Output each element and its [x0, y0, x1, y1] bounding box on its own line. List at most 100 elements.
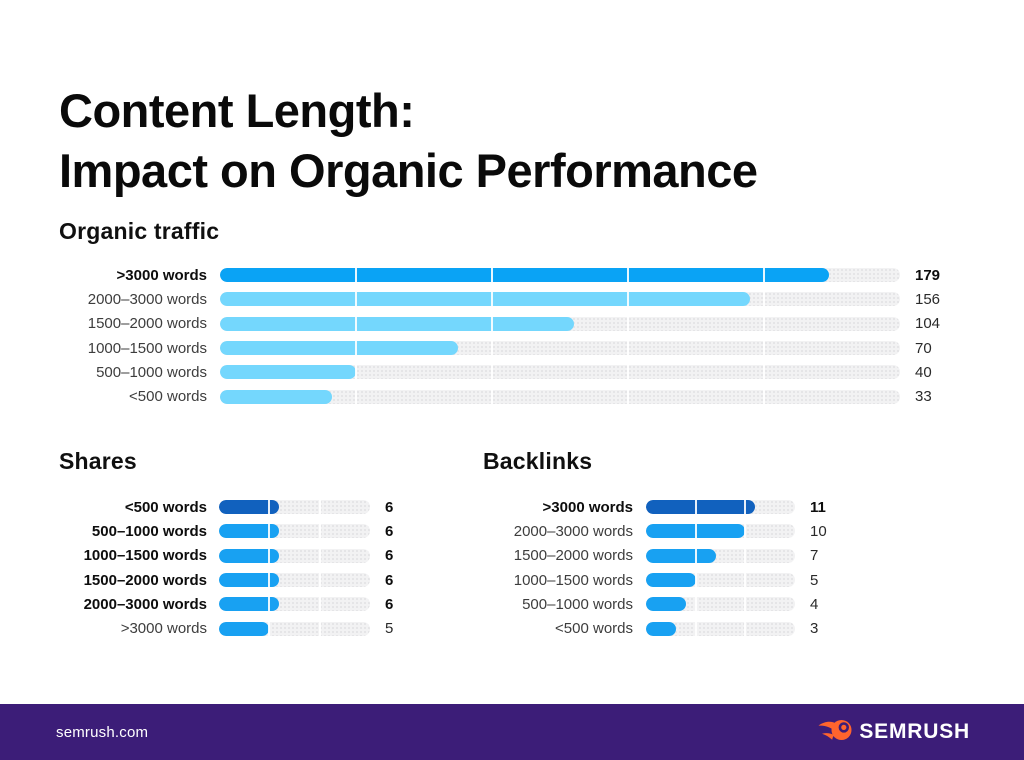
bar-value: 70 — [915, 339, 932, 357]
bar-row: >3000 words 5 — [0, 616, 426, 640]
bar-value: 4 — [810, 595, 819, 613]
bar-value: 6 — [385, 547, 394, 565]
bar-value: 40 — [915, 363, 932, 381]
segment-divider — [491, 365, 493, 380]
bar-category-label: 500–1000 words — [91, 522, 207, 540]
segment-divider — [355, 365, 357, 380]
bar-value: 6 — [385, 498, 394, 516]
bar-row: 500–1000 words 6 — [0, 519, 426, 543]
bar-track — [220, 316, 900, 331]
segment-divider — [627, 341, 629, 356]
bar-category-label: 1500–2000 words — [87, 315, 207, 333]
bar-fill — [646, 548, 716, 563]
bar-track — [646, 500, 795, 515]
bar-value: 6 — [385, 571, 394, 589]
segment-divider — [694, 621, 697, 636]
segment-divider — [491, 268, 493, 283]
segment-divider — [763, 268, 765, 283]
segment-divider — [694, 548, 697, 563]
chart-rows: >3000 words 179 2000–3000 words 156 1500–200… — [0, 263, 1024, 409]
segment-divider — [763, 389, 765, 404]
segment-divider — [627, 389, 629, 404]
bar-row: 2000–3000 words 156 — [0, 287, 1024, 311]
backlinks-chart: Backlinks >3000 words 11 2000–3000 words 10… — [426, 448, 1024, 637]
bar-fill — [220, 365, 356, 380]
segment-divider — [268, 597, 271, 612]
segment-divider — [694, 524, 697, 539]
bar-category-label: >3000 words — [120, 620, 207, 638]
bar-row: >3000 words 179 — [0, 263, 1024, 287]
segment-divider — [268, 621, 271, 636]
bar-row: 1000–1500 words 70 — [0, 336, 1024, 360]
bar-track — [220, 292, 900, 307]
bar-fill — [219, 621, 270, 636]
organic-traffic-chart: Organic traffic >3000 words 179 2000–3000 … — [0, 218, 1024, 405]
segment-divider — [318, 524, 321, 539]
bar-row: <500 words 6 — [0, 495, 426, 519]
bar-category-label: 1000–1500 words — [83, 547, 207, 565]
bar-fill — [219, 524, 280, 539]
semrush-brand-text: SEMRUSH — [859, 720, 970, 743]
bar-track — [219, 621, 370, 636]
segment-divider — [491, 341, 493, 356]
bar-value: 10 — [810, 522, 827, 540]
bar-value: 5 — [810, 571, 819, 589]
segment-divider — [627, 292, 629, 307]
segment-divider — [763, 365, 765, 380]
segment-divider — [744, 597, 747, 612]
bar-category-label: 1500–2000 words — [83, 571, 207, 589]
segment-divider — [763, 341, 765, 356]
bar-value: 6 — [385, 595, 394, 613]
segment-divider — [627, 365, 629, 380]
segment-divider — [355, 389, 357, 404]
segment-divider — [268, 548, 271, 563]
segment-divider — [694, 597, 697, 612]
bar-track — [646, 548, 795, 563]
segment-divider — [318, 548, 321, 563]
segment-divider — [491, 292, 493, 307]
bar-value: 104 — [915, 315, 941, 333]
shares-chart: Shares <500 words 6 500–1000 words 6 1000–15… — [0, 448, 426, 637]
semrush-logo: SEMRUSH — [818, 718, 970, 747]
bar-track — [219, 573, 370, 588]
bar-row: 1000–1500 words 6 — [0, 544, 426, 568]
bar-category-label: 2000–3000 words — [87, 290, 207, 308]
bar-track — [646, 597, 795, 612]
segment-divider — [694, 573, 697, 588]
bar-fill — [646, 621, 676, 636]
segment-divider — [763, 292, 765, 307]
bar-fill — [219, 548, 280, 563]
bar-row: 500–1000 words 40 — [0, 360, 1024, 384]
bar-category-label: >3000 words — [116, 266, 207, 284]
shares-chart-title: Shares — [59, 448, 137, 474]
segment-divider — [491, 316, 493, 331]
bar-category-label: 1000–1500 words — [87, 339, 207, 357]
bar-row: <500 words 3 — [426, 616, 1024, 640]
segment-divider — [744, 500, 747, 515]
segment-divider — [318, 621, 321, 636]
segment-divider — [627, 316, 629, 331]
bar-track — [219, 524, 370, 539]
bar-value: 33 — [915, 388, 932, 406]
bar-row: 1500–2000 words 6 — [0, 568, 426, 592]
bar-fill — [220, 341, 458, 356]
chart-rows: <500 words 6 500–1000 words 6 1000–1500 word… — [0, 495, 426, 641]
segment-divider — [355, 268, 357, 283]
bar-value: 156 — [915, 290, 941, 308]
segment-divider — [744, 548, 747, 563]
segment-divider — [744, 573, 747, 588]
bar-category-label: 1000–1500 words — [513, 571, 633, 589]
bar-track — [646, 524, 795, 539]
bar-fill — [220, 292, 751, 307]
bar-track — [219, 548, 370, 563]
bar-category-label: 500–1000 words — [96, 363, 207, 381]
bar-category-label: 2000–3000 words — [513, 522, 633, 540]
segment-divider — [491, 389, 493, 404]
segment-divider — [627, 268, 629, 283]
bar-track — [220, 365, 900, 380]
bar-row: 2000–3000 words 10 — [426, 519, 1024, 543]
bar-value: 5 — [385, 620, 394, 638]
footer-bar: semrush.com SEMRUSH — [0, 704, 1024, 760]
segment-divider — [763, 316, 765, 331]
